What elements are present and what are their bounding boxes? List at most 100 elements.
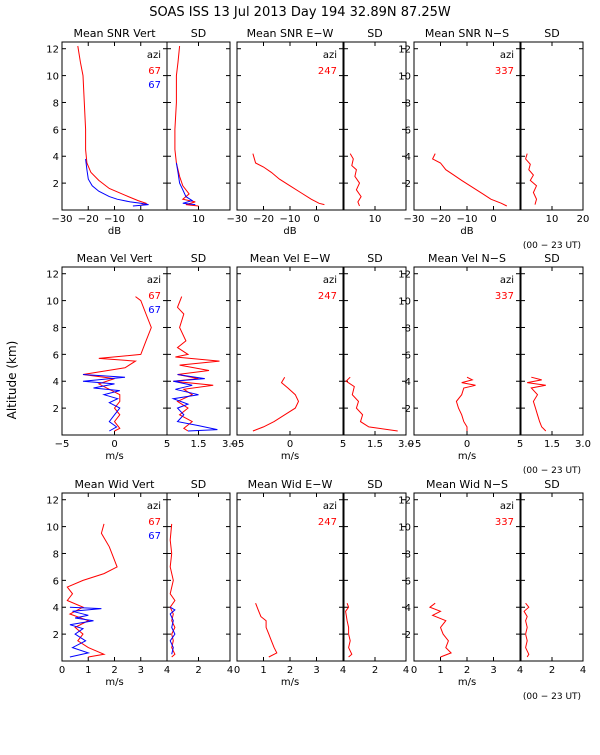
legend-title: azi [323,50,337,61]
panel-title: Mean Wid Vert [75,478,156,491]
y-axis-label: Altitude (km) [5,341,19,420]
x-tick-label: −20 [78,214,99,225]
legend-entry: 337 [495,517,514,528]
panel-0-1: SD 10 [166,27,231,225]
y-tick-label: 2 [53,179,59,190]
y-tick-label: 10 [46,297,59,308]
x-tick-label: −30 [403,214,424,225]
series-line-1 [175,162,196,206]
legend-title: azi [147,275,161,286]
y-tick-label: 4 [405,603,411,614]
y-tick-label: 8 [405,549,411,560]
y-tick-label: 10 [398,297,411,308]
panel-title: Mean Wid N−S [426,478,508,491]
x-tick-label: 4 [517,665,523,676]
legend-title: azi [323,275,337,286]
legend-entry: 337 [495,291,514,302]
panel-2-3: SD 2 4 [343,478,409,676]
x-tick-label: −5 [230,439,245,450]
x-tick-label: −30 [51,214,72,225]
x-tick-label: 3 [490,665,496,676]
y-tick-label: 6 [53,576,59,587]
y-tick-label: 4 [53,603,59,614]
x-tick-label: 1 [85,665,91,676]
panel-title: Mean SNR E−W [247,27,334,40]
series-line-0 [252,376,300,432]
panel-title: Mean SNR N−S [425,27,509,40]
y-tick-label: 2 [405,179,411,190]
panel-1-3: SD 1.5 3.0 [343,252,414,450]
panel-title: Mean Vel E−W [250,252,331,265]
panel-1-1: SD 1.5 3.0 [166,252,238,450]
x-axis-label: m/s [281,451,299,462]
x-tick-label: −10 [104,214,125,225]
y-tick-label: 2 [53,630,59,641]
y-tick-label: 2 [405,630,411,641]
panel-title: Mean Wid E−W [248,478,333,491]
panel-0-0: Mean SNR Vert 2 4 6 8 10 12 −30 −20 −10 0 dB azi 67 67 [46,27,168,237]
y-tick-label: 8 [53,549,59,560]
panel-0-5: SD 10 20 [520,27,590,225]
y-tick-label: 6 [53,125,59,136]
panel-title: SD [191,27,206,40]
legend-entry: 67 [148,66,161,77]
y-tick-label: 6 [405,125,411,136]
x-axis-label: m/s [105,677,123,688]
panel-title: Mean Vel Vert [77,252,153,265]
x-tick-label: 0 [138,214,144,225]
x-tick-label: 0 [411,665,417,676]
figure-title: SOAS ISS 13 Jul 2013 Day 194 32.89N 87.2… [149,5,451,20]
series-line-1 [169,606,176,655]
y-tick-label: 8 [53,323,59,334]
x-tick-label: 0 [234,665,240,676]
y-tick-label: 12 [398,45,411,56]
y-tick-label: 4 [405,377,411,388]
panel-1-0: Mean Vel Vert 2 4 6 8 10 12 −5 0 5 m/s azi 67 67 [46,252,170,462]
legend-title: azi [500,50,514,61]
series-line-0 [77,45,148,206]
series-line-0 [431,153,508,207]
y-tick-label: 12 [46,496,59,507]
series-line-0 [174,45,199,207]
series-line-0 [455,376,476,431]
y-tick-label: 8 [53,98,59,109]
x-tick-label: 5 [517,439,523,450]
x-tick-label: 1.5 [544,439,560,450]
y-tick-label: 4 [405,152,411,163]
x-tick-label: 3.0 [222,439,238,450]
panel-title: SD [544,252,559,265]
y-tick-label: 4 [53,152,59,163]
y-tick-label: 10 [398,72,411,83]
panel-2-2: Mean Wid E−W 0 1 2 3 4 m/s azi 247 [234,478,346,688]
x-axis-label: m/s [458,451,476,462]
panel-title: SD [367,252,382,265]
x-tick-label: 4 [580,665,586,676]
series-line-0 [523,602,530,658]
panel-title: Mean SNR Vert [73,27,156,40]
x-tick-label: 3.0 [575,439,591,450]
series-line-0 [525,153,538,205]
y-tick-label: 12 [398,496,411,507]
plot-frame [343,266,407,436]
series-line-0 [255,603,278,658]
plot-frame [166,41,231,211]
plot-frame [166,492,231,662]
y-tick-label: 12 [46,270,59,281]
series-line-0 [428,602,452,658]
legend-entry: 67 [148,305,161,316]
series-line-0 [169,523,176,658]
x-tick-label: −30 [226,214,247,225]
x-tick-label: 3 [138,665,144,676]
row-note-ut: (00 − 23 UT) [523,692,581,702]
x-tick-label: 20 [577,214,590,225]
x-tick-label: 2 [287,665,293,676]
series-line-0 [66,523,118,658]
x-axis-label: m/s [281,677,299,688]
x-tick-label: 10 [192,214,205,225]
x-tick-label: −10 [279,214,300,225]
legend-title: azi [500,275,514,286]
plot-frame [343,41,407,211]
x-tick-label: 2 [372,665,378,676]
legend-entry: 247 [318,517,337,528]
